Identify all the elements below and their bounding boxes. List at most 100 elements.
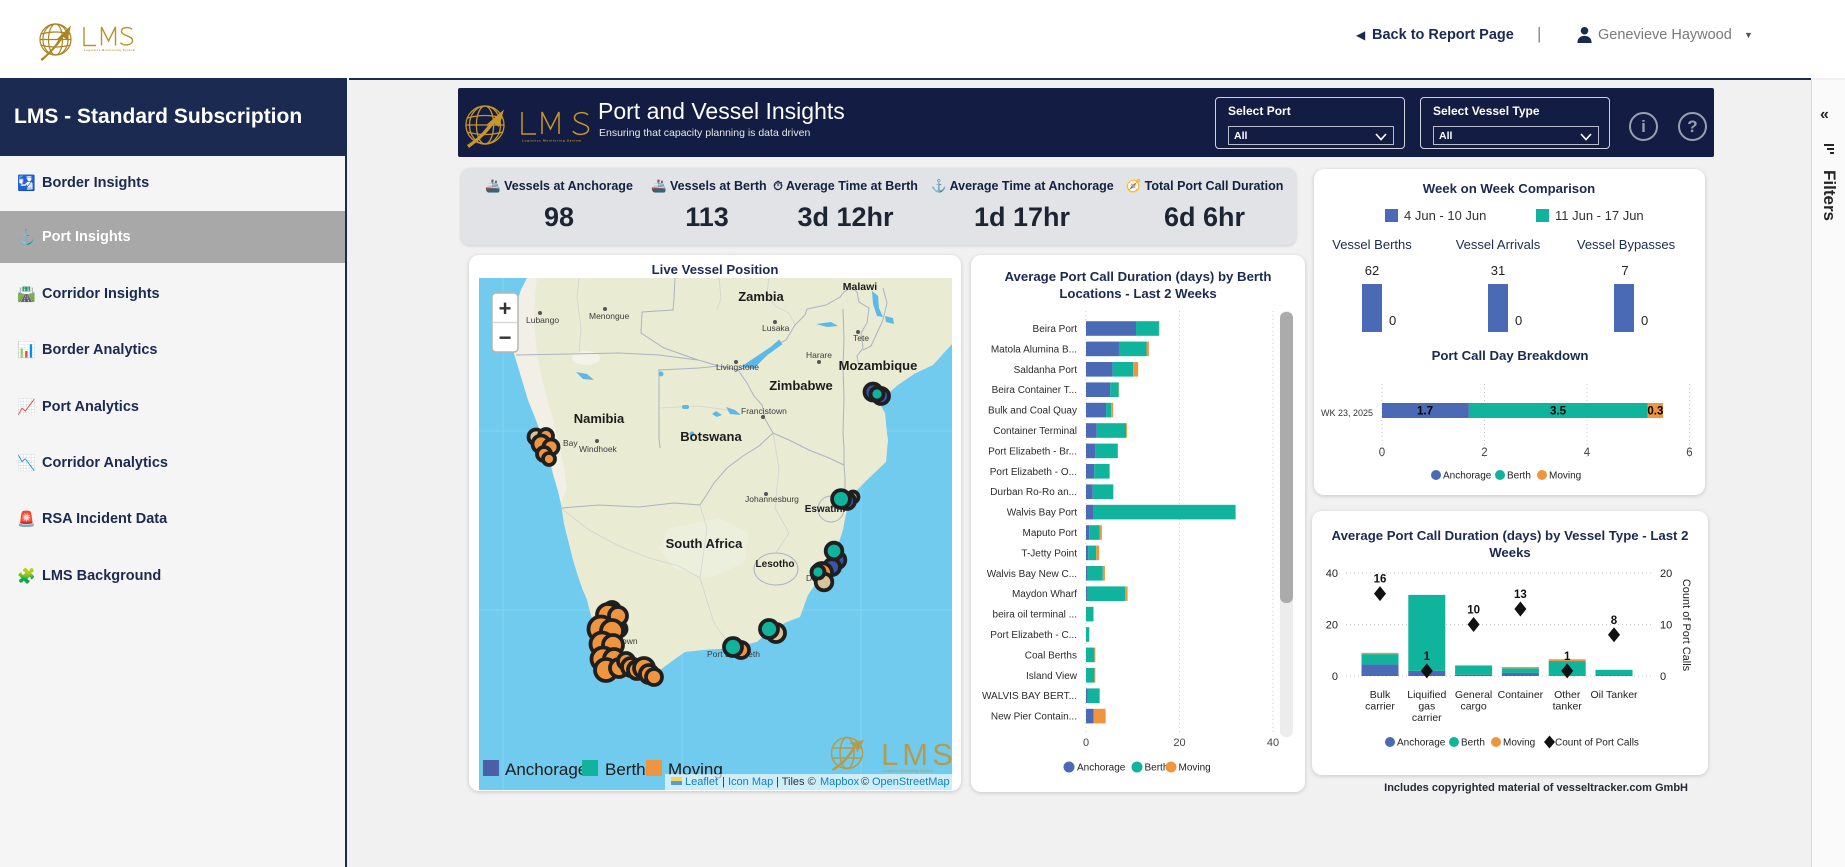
svg-text:Anchorage: Anchorage xyxy=(1397,738,1446,749)
svg-text:Logistics Monitoring System: Logistics Monitoring System xyxy=(883,768,933,773)
svg-text:Other: Other xyxy=(1554,689,1581,701)
svg-text:tanker: tanker xyxy=(1553,701,1583,713)
svg-text:Zimbabwe: Zimbabwe xyxy=(769,378,833,393)
svg-text:6: 6 xyxy=(1686,447,1692,459)
svg-text:0: 0 xyxy=(1641,313,1648,328)
svg-text:Durban Ro-Ro an...: Durban Ro-Ro an... xyxy=(990,487,1077,498)
svg-text:Liquified: Liquified xyxy=(1407,689,1446,701)
svg-text:0: 0 xyxy=(1083,737,1089,749)
svg-text:Harare: Harare xyxy=(806,350,832,360)
svg-text:|: | xyxy=(722,776,725,788)
svg-text:carrier: carrier xyxy=(1365,701,1395,713)
svg-text:Logistics Monitoring System: Logistics Monitoring System xyxy=(84,48,136,52)
svg-text:Bay: Bay xyxy=(563,438,578,448)
svg-text:+: + xyxy=(499,296,512,321)
svg-text:Maydon Wharf: Maydon Wharf xyxy=(1012,589,1077,600)
svg-text:Walvis Bay Port: Walvis Bay Port xyxy=(1007,508,1077,519)
svg-text:Moving: Moving xyxy=(1549,471,1581,482)
svg-text:Count of Port Calls: Count of Port Calls xyxy=(1680,579,1692,672)
svg-text:Vessel Berths: Vessel Berths xyxy=(1332,237,1412,252)
svg-text:40: 40 xyxy=(1326,568,1338,580)
svg-text:Vessel Bypasses: Vessel Bypasses xyxy=(1577,237,1676,252)
svg-text:0: 0 xyxy=(1332,671,1338,683)
svg-text:Lusaka: Lusaka xyxy=(762,323,790,333)
svg-text:Saldanha Port: Saldanha Port xyxy=(1014,365,1078,376)
svg-text:Walvis Bay New C...: Walvis Bay New C... xyxy=(987,569,1077,580)
svg-text:Namibia: Namibia xyxy=(574,411,625,426)
svg-text:Moving: Moving xyxy=(1503,738,1535,749)
svg-text:2: 2 xyxy=(1481,447,1487,459)
svg-text:Logistics Monitoring System: Logistics Monitoring System xyxy=(522,139,582,143)
svg-text:0: 0 xyxy=(1379,447,1385,459)
svg-text:Container: Container xyxy=(1498,689,1544,701)
svg-text:Malawi: Malawi xyxy=(843,281,878,293)
svg-text:cargo: cargo xyxy=(1460,701,1486,713)
svg-text:New Pier Contain...: New Pier Contain... xyxy=(991,712,1077,723)
svg-text:©: © xyxy=(861,776,869,788)
svg-text:Zambia: Zambia xyxy=(738,289,784,304)
svg-text:20: 20 xyxy=(1326,620,1338,632)
svg-text:62: 62 xyxy=(1365,263,1379,278)
svg-text:Berth: Berth xyxy=(605,760,646,779)
svg-text:20: 20 xyxy=(1660,568,1672,580)
svg-text:4 Jun - 10 Jun: 4 Jun - 10 Jun xyxy=(1404,208,1486,223)
svg-text:0: 0 xyxy=(1660,671,1666,683)
svg-text:Beira Port: Beira Port xyxy=(1033,324,1078,335)
svg-text:Icon Map: Icon Map xyxy=(728,776,773,788)
svg-text:Anchorage: Anchorage xyxy=(1077,763,1126,774)
svg-text:Island View: Island View xyxy=(1026,671,1078,682)
svg-text:Locations - Last 2 Weeks: Locations - Last 2 Weeks xyxy=(1059,286,1216,301)
svg-text:Tete: Tete xyxy=(853,333,869,343)
svg-text:Maputo Port: Maputo Port xyxy=(1023,528,1078,539)
svg-text:−: − xyxy=(499,325,512,350)
svg-text:Port Elizabeth - C...: Port Elizabeth - C... xyxy=(990,630,1077,641)
svg-text:Beira Container T...: Beira Container T... xyxy=(992,385,1077,396)
svg-text:10: 10 xyxy=(1467,605,1480,617)
svg-text:11 Jun - 17 Jun: 11 Jun - 17 Jun xyxy=(1555,208,1644,223)
svg-text:LMS: LMS xyxy=(881,737,952,772)
svg-text:16: 16 xyxy=(1374,574,1387,586)
svg-text:0: 0 xyxy=(1389,313,1396,328)
svg-text:7: 7 xyxy=(1621,263,1628,278)
svg-text:Anchorage: Anchorage xyxy=(1443,471,1492,482)
svg-text:Container Terminal: Container Terminal xyxy=(993,426,1077,437)
svg-text:General: General xyxy=(1455,689,1492,701)
svg-text:1: 1 xyxy=(1424,651,1431,663)
svg-text:1: 1 xyxy=(1564,651,1571,663)
svg-text:Port Call Day Breakdown: Port Call Day Breakdown xyxy=(1432,348,1589,363)
svg-text:South Africa: South Africa xyxy=(666,536,744,551)
svg-text:3.5: 3.5 xyxy=(1550,406,1567,418)
svg-text:Francistown: Francistown xyxy=(741,406,787,416)
svg-text:Berth: Berth xyxy=(1145,763,1169,774)
svg-text:10: 10 xyxy=(1660,620,1672,632)
svg-text:Count of Port Calls: Count of Port Calls xyxy=(1555,738,1639,749)
svg-text:Average Port Call Duration (da: Average Port Call Duration (days) by Ves… xyxy=(1332,528,1689,543)
svg-text:Lubango: Lubango xyxy=(526,315,559,325)
svg-text:Average Port Call Duration (da: Average Port Call Duration (days) by Ber… xyxy=(1005,269,1272,284)
svg-text:Vessel Arrivals: Vessel Arrivals xyxy=(1456,237,1541,252)
svg-text:Eswatini: Eswatini xyxy=(805,504,846,515)
svg-text:0: 0 xyxy=(1515,313,1522,328)
svg-text:4: 4 xyxy=(1584,447,1591,459)
svg-text:Weeks: Weeks xyxy=(1489,545,1531,560)
svg-text:Matola Alumina B...: Matola Alumina B... xyxy=(991,344,1077,355)
svg-text:Port Elizabeth - Br...: Port Elizabeth - Br... xyxy=(988,446,1077,457)
svg-text:Windhoek: Windhoek xyxy=(579,444,618,454)
svg-text:Moving: Moving xyxy=(1179,763,1211,774)
svg-text:Leaflet: Leaflet xyxy=(685,776,718,788)
svg-text:Mapbox: Mapbox xyxy=(820,776,860,788)
svg-text:carrier: carrier xyxy=(1412,712,1442,724)
svg-text:0.3: 0.3 xyxy=(1647,406,1663,418)
svg-text:Mozambique: Mozambique xyxy=(839,358,918,373)
svg-text:20: 20 xyxy=(1173,737,1185,749)
svg-text:Bulk: Bulk xyxy=(1370,689,1391,701)
svg-text:Anchorage: Anchorage xyxy=(505,760,587,779)
svg-text:Botswana: Botswana xyxy=(680,429,742,444)
svg-text:gas: gas xyxy=(1418,701,1435,713)
svg-text:WALVIS BAY BERT...: WALVIS BAY BERT... xyxy=(982,691,1077,702)
svg-text:Bulk and Coal Quay: Bulk and Coal Quay xyxy=(988,406,1077,417)
svg-text:13: 13 xyxy=(1514,589,1527,601)
svg-text:beira oil terminal ...: beira oil terminal ... xyxy=(993,610,1077,621)
svg-text:Lesotho: Lesotho xyxy=(756,559,795,570)
svg-text:Berth: Berth xyxy=(1461,738,1485,749)
